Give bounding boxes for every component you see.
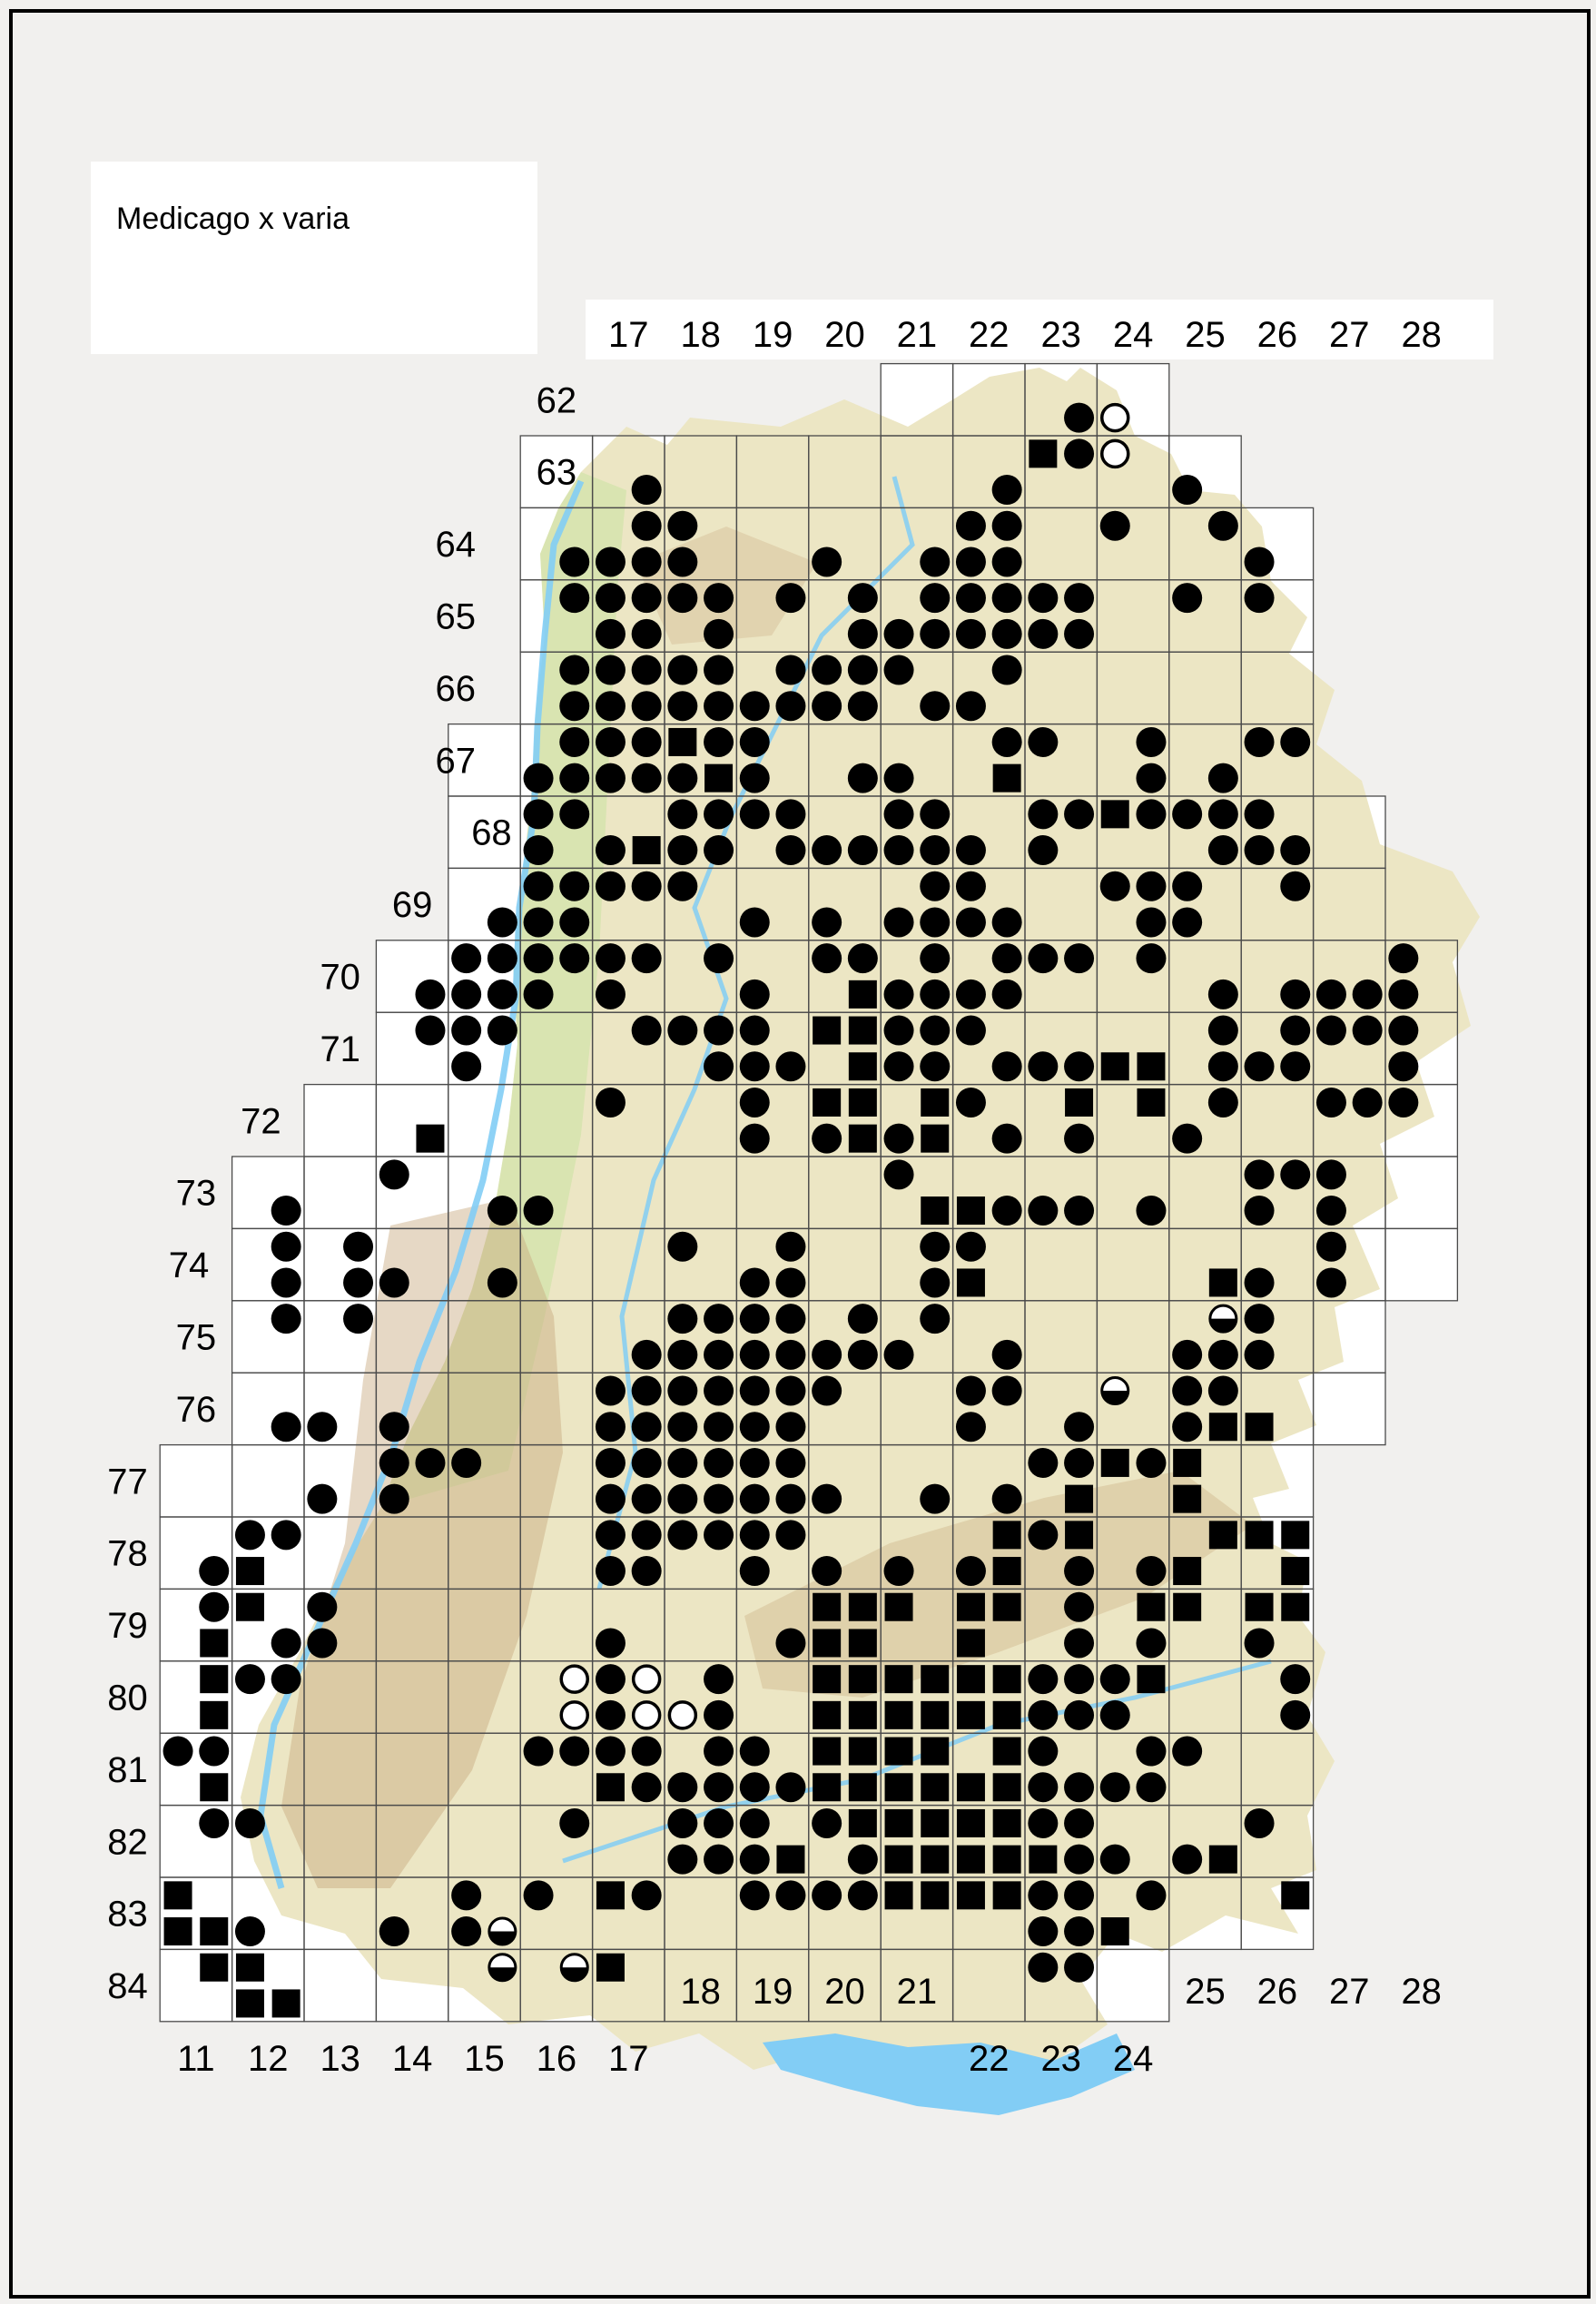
grid-cell (1240, 1876, 1315, 1951)
species-title: Medicago x varia (116, 202, 350, 236)
grid-cell (1384, 1227, 1459, 1302)
black-forest-relief (281, 1198, 563, 1888)
rhine-river (257, 479, 585, 1889)
grid-cell (1312, 1372, 1386, 1446)
grid-cell (1096, 1948, 1170, 2023)
column-header-box (586, 300, 1493, 359)
page-border (9, 9, 1591, 2299)
title-box (91, 162, 537, 354)
lake-constance (763, 2033, 1135, 2115)
